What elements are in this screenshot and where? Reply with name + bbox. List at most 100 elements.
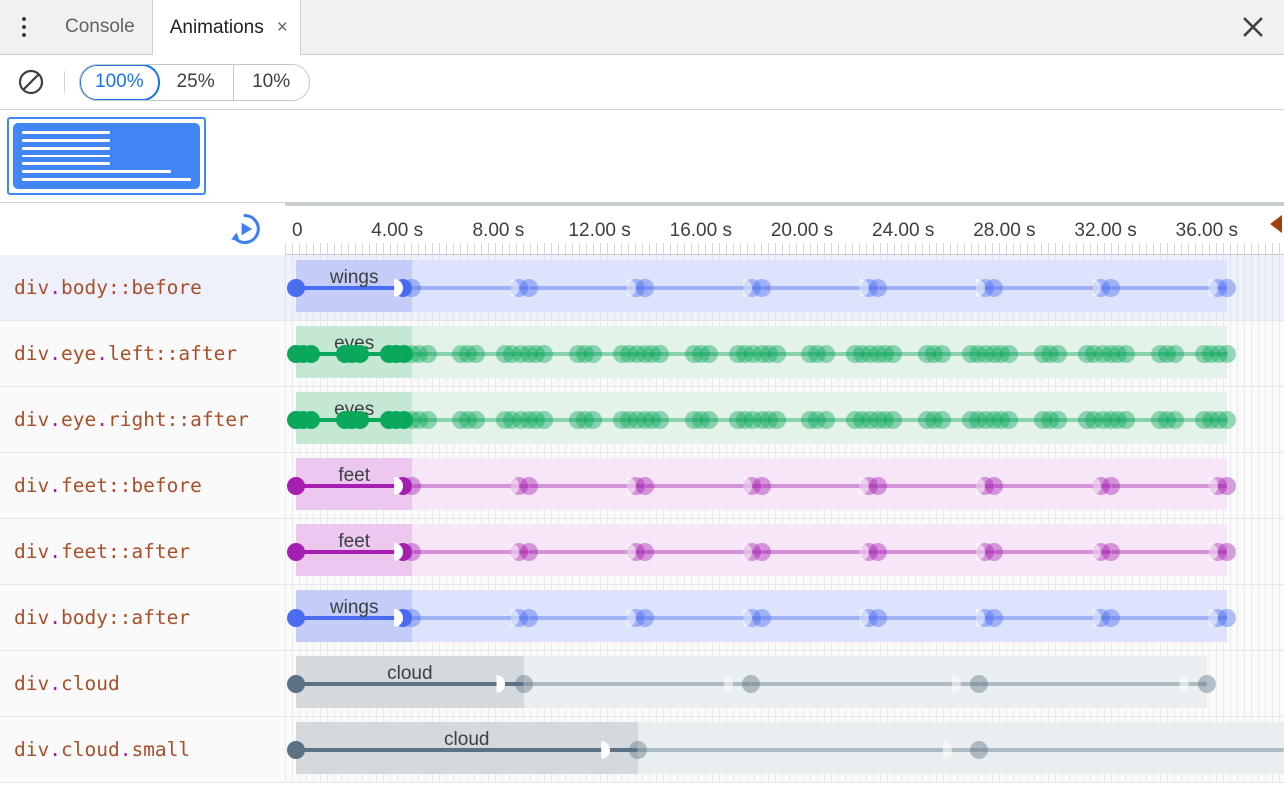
keyframe-marker[interactable] <box>977 344 996 363</box>
keyframe-easing-marker[interactable] <box>510 542 520 561</box>
keyframe-marker[interactable] <box>403 476 422 495</box>
keyframe-marker[interactable] <box>852 344 871 363</box>
keyframe-marker[interactable] <box>700 410 719 429</box>
keyframe-marker[interactable] <box>1165 344 1184 363</box>
keyframe-easing-marker[interactable] <box>1208 608 1218 627</box>
keyframe-easing-marker[interactable] <box>394 608 404 627</box>
timeline-ruler[interactable]: 0 4.00 s 8.00 s 12.00 s 16.00 s 20.00 s 24.00 … <box>285 203 1284 255</box>
keyframe-marker[interactable] <box>1085 410 1104 429</box>
keyframe-easing-marker[interactable] <box>626 608 636 627</box>
keyframe-easing-marker[interactable] <box>859 542 869 561</box>
keyframe-marker[interactable] <box>884 344 903 363</box>
keyframe-marker[interactable] <box>351 344 369 363</box>
keyframe-marker[interactable] <box>985 344 1004 363</box>
animation-row[interactable]: div. body::after wings <box>0 585 1284 651</box>
keyframe-easing-marker[interactable] <box>510 278 520 297</box>
animation-row[interactable]: div. feet::before feet <box>0 453 1284 519</box>
keyframe-marker[interactable] <box>1101 278 1120 297</box>
keyframe-easing-marker[interactable] <box>510 476 520 495</box>
keyframe-marker[interactable] <box>575 344 594 363</box>
animation-row[interactable]: div. feet::after feet <box>0 519 1284 585</box>
keyframe-marker[interactable] <box>985 608 1004 627</box>
animation-selector-label[interactable]: div. cloud. small <box>0 717 285 782</box>
keyframe-marker[interactable] <box>1101 476 1120 495</box>
keyframe-marker[interactable] <box>1034 344 1053 363</box>
keyframe-marker[interactable] <box>968 344 987 363</box>
keyframe-marker[interactable] <box>496 410 515 429</box>
animation-track[interactable]: feet <box>285 519 1284 584</box>
timeline-scrubber-handle[interactable] <box>1270 215 1282 233</box>
keyframe-marker[interactable] <box>651 410 670 429</box>
keyframe-marker[interactable] <box>985 410 1004 429</box>
keyframe-marker[interactable] <box>752 344 771 363</box>
keyframe-marker[interactable] <box>511 344 530 363</box>
keyframe-marker[interactable] <box>924 410 943 429</box>
keyframe-marker[interactable] <box>403 410 422 429</box>
keyframe-marker[interactable] <box>884 410 903 429</box>
keyframe-marker[interactable] <box>519 344 538 363</box>
animation-row[interactable]: div. eye. right::after eyes <box>0 387 1284 453</box>
keyframe-marker[interactable] <box>619 410 638 429</box>
keyframe-marker[interactable] <box>418 410 437 429</box>
keyframe-easing-marker[interactable] <box>951 674 961 693</box>
keyframe-marker[interactable] <box>1194 410 1213 429</box>
keyframe-marker[interactable] <box>992 344 1011 363</box>
keyframe-easing-marker[interactable] <box>394 542 404 561</box>
keyframe-marker[interactable] <box>868 278 887 297</box>
keyframe-marker[interactable] <box>1041 410 1060 429</box>
keyframe-marker[interactable] <box>970 740 989 759</box>
keyframe-marker[interactable] <box>759 344 778 363</box>
keyframe-marker[interactable] <box>1034 410 1053 429</box>
animation-track[interactable]: cloud <box>285 651 1284 716</box>
keyframe-marker[interactable] <box>729 344 748 363</box>
keyframe-easing-marker[interactable] <box>975 278 985 297</box>
keyframe-marker[interactable] <box>744 344 763 363</box>
keyframe-marker[interactable] <box>767 410 786 429</box>
keyframe-easing-marker[interactable] <box>859 278 869 297</box>
keyframe-marker[interactable] <box>410 410 429 429</box>
keyframe-marker[interactable] <box>1218 344 1237 363</box>
keyframe-easing-marker[interactable] <box>626 278 636 297</box>
animation-selector-label[interactable]: div. body::before <box>0 255 285 320</box>
speed-10-button[interactable]: 10% <box>233 64 309 100</box>
keyframe-marker[interactable] <box>583 344 602 363</box>
keyframe-marker[interactable] <box>924 344 943 363</box>
keyframe-marker[interactable] <box>985 476 1004 495</box>
keyframe-marker[interactable] <box>287 740 305 759</box>
keyframe-marker[interactable] <box>1078 344 1097 363</box>
keyframe-marker[interactable] <box>636 608 655 627</box>
keyframe-marker[interactable] <box>1194 344 1213 363</box>
keyframe-easing-marker[interactable] <box>1208 542 1218 561</box>
keyframe-marker[interactable] <box>1108 344 1127 363</box>
keyframe-marker[interactable] <box>1000 410 1019 429</box>
keyframe-easing-marker[interactable] <box>1092 476 1102 495</box>
keyframe-marker[interactable] <box>875 344 894 363</box>
keyframe-marker[interactable] <box>467 344 486 363</box>
keyframe-marker[interactable] <box>612 410 631 429</box>
keyframe-marker[interactable] <box>1116 410 1135 429</box>
keyframe-marker[interactable] <box>1101 608 1120 627</box>
keyframe-marker[interactable] <box>1218 278 1237 297</box>
keyframe-marker[interactable] <box>868 344 887 363</box>
replay-animation-icon[interactable] <box>227 211 263 247</box>
keyframe-easing-marker[interactable] <box>394 278 404 297</box>
keyframe-marker[interactable] <box>1209 344 1228 363</box>
keyframe-easing-marker[interactable] <box>743 542 753 561</box>
clear-all-button[interactable] <box>14 65 48 99</box>
keyframe-marker[interactable] <box>977 410 996 429</box>
keyframe-marker[interactable] <box>519 410 538 429</box>
keyframe-marker[interactable] <box>752 278 771 297</box>
animation-row[interactable]: div. cloud. small cloud <box>0 717 1284 783</box>
keyframe-marker[interactable] <box>685 344 704 363</box>
keyframe-marker[interactable] <box>692 410 710 429</box>
more-options-button[interactable] <box>0 0 48 54</box>
keyframe-marker[interactable] <box>627 344 646 363</box>
keyframe-marker[interactable] <box>1041 344 1060 363</box>
keyframe-marker[interactable] <box>868 608 887 627</box>
keyframe-marker[interactable] <box>685 410 704 429</box>
keyframe-easing-marker[interactable] <box>743 278 753 297</box>
keyframe-marker[interactable] <box>1093 344 1112 363</box>
keyframe-marker[interactable] <box>526 344 545 363</box>
keyframe-marker[interactable] <box>519 542 538 561</box>
keyframe-marker[interactable] <box>759 410 778 429</box>
